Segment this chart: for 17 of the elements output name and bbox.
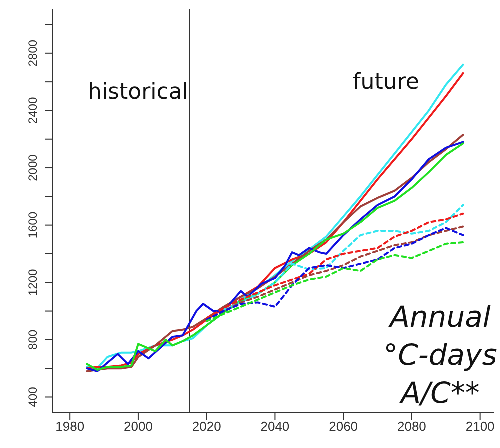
y-tick-label: 1600 [26,212,40,239]
y-tick-label: 2400 [26,97,40,124]
x-tick-label: 2040 [260,419,290,434]
x-tick-label: 2100 [466,419,495,434]
y-tick-label: 800 [26,330,40,350]
x-tick-label: 2080 [397,419,426,434]
annotation: historical [88,80,188,105]
x-tick-label: 2060 [329,419,358,434]
y-tick-label: 1200 [26,268,40,296]
y-tick-label: 2000 [26,154,40,182]
annotation: future [353,70,420,95]
annotation: Annual °C-days A/C** [383,299,498,412]
x-tick-label: 2000 [124,419,153,434]
y-tick-label: 2800 [26,40,40,67]
x-tick-label: 1980 [56,419,85,434]
x-tick-label: 2020 [192,419,222,434]
y-tick-label: 400 [26,386,40,408]
